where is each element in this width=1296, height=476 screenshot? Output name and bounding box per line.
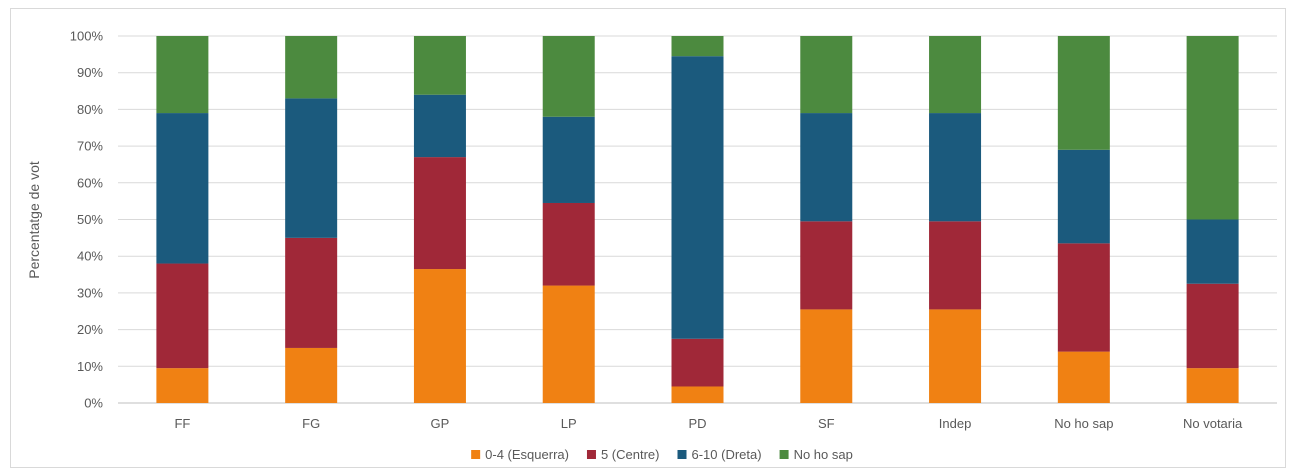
- bar-segment-lp-series-2: [542, 202, 595, 286]
- bar-segment-no-votaria-series-4: [1186, 36, 1239, 220]
- y-axis-title: Percentatge de vot: [26, 161, 42, 279]
- bar-segment-no-ho-sap-series-3: [1057, 149, 1110, 244]
- x-tick-label: GP: [431, 416, 450, 431]
- bar-segment-gp-series-1: [413, 269, 466, 403]
- bar-segment-pd-series-4: [671, 36, 724, 57]
- bar-segment-gp-series-4: [413, 36, 466, 95]
- bar-segment-indep-series-4: [929, 36, 982, 114]
- bar-segment-sf-series-3: [800, 113, 853, 222]
- y-tick-label: 30%: [77, 285, 103, 300]
- bar-segment-ff-series-4: [156, 36, 209, 114]
- legend-swatch: [779, 450, 789, 459]
- y-tick-label: 80%: [77, 102, 103, 117]
- legend-label: 0-4 (Esquerra): [485, 447, 569, 462]
- bar-segment-pd-series-2: [671, 338, 724, 387]
- bar-segment-sf-series-2: [800, 221, 853, 310]
- bar-segment-pd-series-3: [671, 56, 724, 339]
- y-tick-label: 10%: [77, 359, 103, 374]
- legend-swatch: [471, 450, 481, 459]
- chart-frame: 0% 10% 20% 30% 40% 50% 60% 70% 80% 90% 100% FF FG GP…: [10, 8, 1286, 468]
- legend: 0-4 (Esquerra) 5 (Centre) 6-10 (Dreta) No h…: [471, 447, 853, 462]
- y-tick-label: 70%: [77, 139, 103, 154]
- y-tick-label: 50%: [77, 212, 103, 227]
- x-tick-label: PD: [688, 416, 706, 431]
- legend-label: No ho sap: [794, 447, 853, 462]
- bar-segment-indep-series-3: [929, 113, 982, 222]
- legend-item: No ho sap: [779, 447, 853, 462]
- bar-segment-lp-series-1: [542, 285, 595, 403]
- bar-segment-ff-series-3: [156, 113, 209, 264]
- legend-swatch: [586, 450, 596, 459]
- bar-segment-fg-series-3: [285, 98, 338, 238]
- bar-segment-fg-series-2: [285, 237, 338, 348]
- legend-item: 5 (Centre): [586, 447, 660, 462]
- legend-label: 5 (Centre): [601, 447, 660, 462]
- y-tick-label: 100%: [70, 29, 104, 44]
- bar-segment-lp-series-3: [542, 116, 595, 203]
- bar-segment-ff-series-1: [156, 368, 209, 403]
- bar-segment-no-votaria-series-3: [1186, 219, 1239, 284]
- bar-segment-gp-series-3: [413, 94, 466, 158]
- y-tick-labels: 0% 10% 20% 30% 40% 50% 60% 70% 80% 90% 100%: [70, 29, 104, 411]
- x-tick-label: Indep: [939, 416, 972, 431]
- bars: [156, 36, 1239, 403]
- bar-segment-lp-series-4: [542, 36, 595, 117]
- bar-segment-no-ho-sap-series-4: [1057, 36, 1110, 150]
- bar-segment-pd-series-1: [671, 386, 724, 403]
- x-tick-label: FG: [302, 416, 320, 431]
- x-tick-label: No votaria: [1183, 416, 1243, 431]
- y-tick-label: 60%: [77, 175, 103, 190]
- legend-item: 0-4 (Esquerra): [471, 447, 569, 462]
- x-tick-label: No ho sap: [1054, 416, 1113, 431]
- legend-item: 6-10 (Dreta): [677, 447, 762, 462]
- bar-segment-fg-series-1: [285, 347, 338, 403]
- bar-segment-ff-series-2: [156, 263, 209, 369]
- bar-segment-sf-series-1: [800, 309, 853, 403]
- bar-segment-sf-series-4: [800, 36, 853, 114]
- y-tick-label: 20%: [77, 322, 103, 337]
- x-tick-labels: FF FG GP LP PD SF Indep No ho sap No votaria: [174, 416, 1243, 431]
- x-tick-label: FF: [174, 416, 190, 431]
- stacked-bar-chart: 0% 10% 20% 30% 40% 50% 60% 70% 80% 90% 100% FF FG GP…: [26, 29, 1277, 462]
- y-tick-label: 0%: [84, 396, 103, 411]
- bar-segment-fg-series-4: [285, 36, 338, 99]
- bar-segment-no-votaria-series-1: [1186, 368, 1239, 403]
- legend-label: 6-10 (Dreta): [692, 447, 762, 462]
- x-tick-label: SF: [818, 416, 835, 431]
- x-tick-label: LP: [561, 416, 577, 431]
- y-tick-label: 90%: [77, 65, 103, 80]
- bar-segment-no-ho-sap-series-1: [1057, 351, 1110, 403]
- bar-segment-indep-series-1: [929, 309, 982, 403]
- y-tick-label: 40%: [77, 249, 103, 264]
- legend-swatch: [677, 450, 687, 459]
- bar-segment-indep-series-2: [929, 221, 982, 310]
- bar-segment-no-votaria-series-2: [1186, 283, 1239, 369]
- bar-segment-no-ho-sap-series-2: [1057, 243, 1110, 352]
- bar-segment-gp-series-2: [413, 157, 466, 270]
